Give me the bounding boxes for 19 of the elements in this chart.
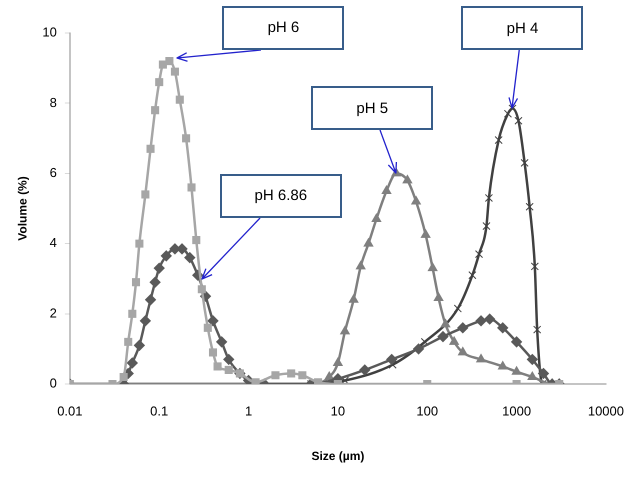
y-tick-label: 2 [50,305,57,320]
text-box: pH 4 [461,6,584,50]
text-box: pH 6.86 [220,174,342,218]
y-tick-label: 6 [50,164,57,180]
text-box: pH 6 [222,6,344,50]
x-tick-label: 10 [330,403,346,418]
text-box: pH 5 [311,86,434,130]
y-tick-label: 8 [50,94,57,110]
x-tick-label: 0.1 [150,403,168,418]
x-tick-label: 1 [244,403,252,418]
x-tick-label: 10000 [588,403,624,418]
x-tick-label: 0.01 [57,403,83,418]
x-tick-label: 100 [416,403,438,418]
y-tick-label: 0 [50,376,57,391]
y-tick-label: 4 [50,235,57,250]
x-axis-title: Size (µm) [311,449,364,464]
y-tick-label: 10 [42,24,57,40]
y-axis-title: Volume (%) [16,176,30,241]
x-tick-label: 1000 [502,403,532,418]
